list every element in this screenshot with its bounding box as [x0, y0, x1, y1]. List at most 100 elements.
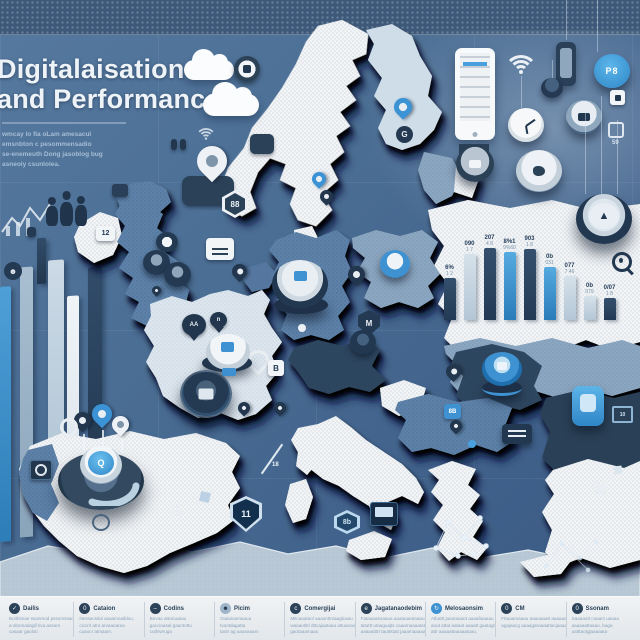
france-knob-tab — [222, 368, 236, 376]
person-badge-icon: ☻ — [4, 262, 22, 280]
list-panel-icon — [502, 424, 532, 444]
legend-item-line: Atbattt jaaotaaaot aaaaltaaaau — [430, 616, 494, 621]
legend-item-line: a-sbomadagif tiva assam — [9, 622, 61, 628]
legend-item-title: Melosaonsim — [444, 605, 483, 612]
monitor-sea-icon — [370, 502, 398, 526]
blue-square-badge: 8B — [444, 404, 461, 419]
robot-blue-icon — [572, 386, 604, 426]
person-icon — [46, 206, 58, 226]
subtitle-text: wmcay lo fia oLam amesacul emsnbton c pe… — [2, 131, 103, 169]
camera-disc-icon — [566, 100, 602, 134]
legend-item-line: Saaaaott caaact uaaaa — [571, 616, 619, 621]
portugal-badge-icon — [30, 460, 52, 480]
romania-knob — [482, 352, 522, 386]
magnifier-person-icon — [612, 252, 634, 276]
legend-item-title: Dailis — [23, 605, 40, 612]
legend-item: – Codins Bevaa attoicaaiau gaccioasal gaaot… — [145, 602, 215, 637]
square-outline-icon — [608, 122, 624, 138]
legend-item: c Comergijai Mitcaaataol aaaonttniaaglcaau… — [285, 602, 356, 637]
region-benelux — [243, 262, 277, 292]
chip-icon — [112, 184, 128, 197]
pin-stem — [121, 438, 123, 452]
legend-item-title: Cataion — [93, 605, 116, 612]
top-texture-band — [0, 0, 640, 35]
o-circle-icon: 0 — [571, 603, 583, 614]
diagonal-number-label: 18 — [272, 462, 279, 468]
bar — [503, 252, 516, 320]
bar-group: 0b 031 — [543, 254, 556, 320]
bar-group: 6% 1 2 — [443, 265, 456, 320]
legend-item-line: Bevaa attoicaaiau — [149, 616, 187, 621]
e-circle-icon: e — [360, 603, 372, 614]
hexagon-inner: 88 — [225, 193, 245, 215]
device-badge-icon — [250, 134, 274, 154]
legend-item-title: Comergijai — [304, 605, 336, 612]
region-finland — [366, 24, 442, 150]
white-dot — [298, 324, 306, 332]
legend-item-line: aaaaatttrt tauttstatt jaaamaaaaam — [360, 629, 426, 635]
connector-line — [597, 0, 598, 52]
title-line-1: Digitalaisation — [0, 54, 185, 84]
connector-line — [566, 0, 567, 40]
uk-disc-icon — [156, 232, 178, 252]
poland-knob — [380, 250, 410, 278]
person-icon — [75, 205, 87, 226]
clock-icon — [508, 108, 544, 142]
ireland-badge: 12 — [96, 226, 115, 241]
legend-item-line: Boithimae ssanmod pssomssaol — [9, 616, 75, 621]
dial-face: ▲ — [589, 203, 619, 229]
shield-m-badge: M — [358, 310, 380, 336]
check-circle-icon: ✓ — [9, 603, 20, 614]
phone-highlight-row — [463, 62, 487, 66]
legend-item: ☻ Picim Otalaioamaaua tvaotdagatta taotr ag … — [215, 602, 286, 637]
bar — [523, 249, 536, 320]
region-italy — [291, 416, 424, 530]
right-bar-chart: 6% 1 2 090 1 7 207 4 8 8%1 9%60 903 1 8 0b 031 077 7 … — [443, 228, 625, 320]
legend-item-line: attr aaaaattaaaaataau. — [430, 629, 478, 635]
dial-a-knob: ▲ — [576, 194, 632, 244]
region-scandinavia — [219, 19, 369, 227]
lock-icon — [27, 227, 36, 237]
bar — [443, 278, 456, 320]
legend-item-line: tatuttt utaaguajts caaamaaaatat — [360, 622, 425, 628]
legend-item: 0CM Fttaaamaaau aaaaaaatt aaaaaam auagaja… — [496, 602, 567, 637]
pd-circle-badge: P8 — [594, 54, 630, 88]
legend-item-title: Codins — [163, 605, 184, 612]
bar — [543, 267, 556, 320]
bar — [463, 254, 476, 320]
pin-stem — [83, 434, 85, 450]
spark-circle-icon: c — [290, 603, 302, 614]
spain-dial-glyph: Q — [88, 451, 114, 475]
network-graph-icon — [543, 539, 599, 573]
bar — [483, 248, 496, 320]
bar-group: 8%1 9%60 — [503, 239, 516, 320]
minus-circle-icon: – — [149, 603, 161, 614]
legend-item-line: ciccrit atro arvaaoaraa — [79, 622, 125, 628]
legend-row: ✓ Dailis Boithimae ssanmod pssomssaol a-sbo… — [0, 596, 640, 640]
speaker-disc-icon — [456, 146, 494, 182]
ring-icon — [92, 514, 110, 531]
wifi-icon — [506, 52, 536, 74]
plus-icon — [171, 506, 183, 518]
legend-item-line: gaotaaamaau — [290, 629, 319, 635]
cloud-icon — [184, 49, 234, 80]
legend-item-line: casaar gaoloti — [9, 629, 38, 635]
wifi-icon — [196, 126, 216, 140]
legend-item-line: Nessacsital asaamoaiblou, — [79, 616, 134, 621]
bar-group: 090 1 7 — [463, 241, 476, 320]
legend-item-line: waaaotittl dttcajaataaa attuaoaotta, — [290, 622, 356, 628]
cube-icon — [199, 491, 211, 503]
phone-home-button — [472, 132, 478, 137]
monitor-panel-icon — [206, 238, 234, 260]
connector-line — [521, 76, 522, 108]
connector-line — [601, 96, 602, 194]
photo-knob-dark — [180, 370, 232, 418]
bar-group: 207 4 8 — [483, 235, 496, 320]
uk-disc-icon — [164, 262, 191, 287]
tiny-number-label: 59 — [612, 140, 619, 146]
cube-icon — [613, 465, 623, 475]
france-knob — [206, 334, 250, 370]
legend-item-title: Picim — [233, 605, 250, 612]
person-icon — [60, 202, 73, 226]
